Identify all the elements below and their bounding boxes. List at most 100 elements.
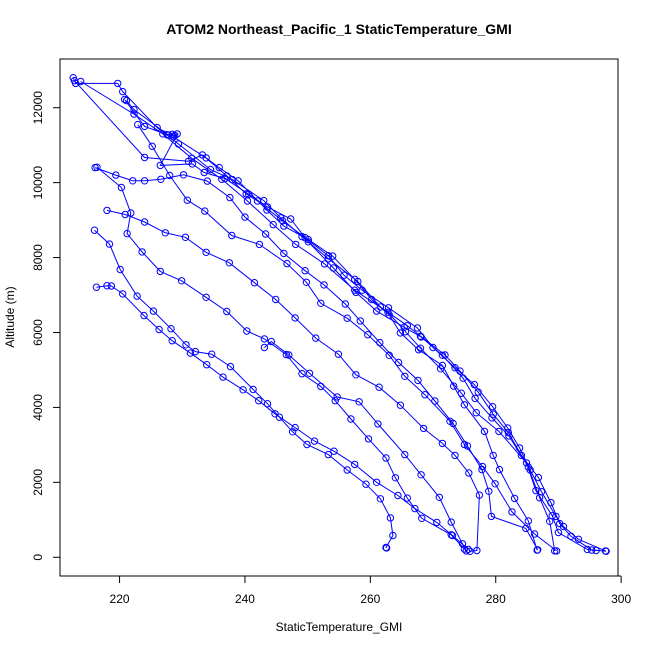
data-point xyxy=(471,394,479,403)
data-point xyxy=(242,190,250,198)
data-point xyxy=(530,530,539,538)
data-point xyxy=(92,283,101,291)
series-line xyxy=(74,80,606,552)
data-point xyxy=(188,160,197,168)
data-point xyxy=(448,531,457,540)
data-point xyxy=(372,307,381,315)
data-point xyxy=(401,450,409,459)
data-point xyxy=(208,350,216,358)
data-point xyxy=(298,370,306,378)
data-point xyxy=(583,545,591,554)
data-point xyxy=(219,373,227,381)
data-point xyxy=(138,248,146,256)
data-point xyxy=(431,397,439,405)
data-point xyxy=(389,531,397,540)
data-point xyxy=(382,454,390,462)
series-line xyxy=(96,166,465,550)
data-point xyxy=(140,218,149,226)
data-point xyxy=(505,432,513,440)
data-point xyxy=(312,334,320,342)
data-point xyxy=(534,546,542,554)
data-point xyxy=(504,424,512,432)
data-point xyxy=(364,331,372,339)
data-point xyxy=(157,175,165,184)
data-point xyxy=(129,177,137,185)
data-point xyxy=(508,508,516,516)
data-point xyxy=(317,299,325,307)
x-tick-label: 260 xyxy=(360,592,380,606)
chart-title: ATOM2 Northeast_Pacific_1 StaticTemperat… xyxy=(166,21,511,37)
series-line xyxy=(124,99,538,551)
data-point xyxy=(329,252,337,260)
data-point xyxy=(181,233,190,242)
data-point xyxy=(333,393,341,401)
data-point xyxy=(148,142,156,151)
y-tick-label: 0 xyxy=(31,554,45,561)
data-point xyxy=(574,535,583,543)
data-layer xyxy=(69,74,610,555)
data-point xyxy=(414,346,423,354)
data-point xyxy=(343,466,351,474)
data-point xyxy=(466,547,474,555)
data-point xyxy=(376,338,384,347)
data-point xyxy=(119,290,127,298)
data-point xyxy=(463,442,472,450)
data-point xyxy=(77,77,85,86)
data-point xyxy=(133,292,141,300)
data-point xyxy=(334,350,343,358)
series-line xyxy=(126,100,556,551)
data-point xyxy=(331,397,339,405)
data-point xyxy=(168,337,176,345)
data-point xyxy=(223,307,231,316)
x-axis-label: StaticTemperature_GMI xyxy=(276,620,403,634)
data-point xyxy=(301,267,309,275)
data-point xyxy=(186,349,195,357)
data-point xyxy=(438,361,447,370)
data-point xyxy=(462,547,470,555)
data-point xyxy=(433,518,441,527)
data-point xyxy=(149,307,158,315)
data-point xyxy=(103,206,111,215)
data-point xyxy=(414,376,422,385)
data-point xyxy=(280,249,288,258)
x-tick-label: 300 xyxy=(611,592,631,606)
data-point xyxy=(120,95,129,104)
data-point xyxy=(203,361,211,369)
data-point xyxy=(200,168,208,177)
data-point xyxy=(122,96,131,105)
data-point xyxy=(340,271,348,279)
data-point xyxy=(417,471,425,479)
profile-series xyxy=(260,337,470,555)
data-point xyxy=(310,437,319,445)
data-point xyxy=(182,341,190,349)
data-point xyxy=(117,183,126,192)
data-point xyxy=(419,424,428,433)
profile-series xyxy=(120,95,541,554)
data-point xyxy=(522,524,530,533)
data-point xyxy=(495,465,504,474)
data-point xyxy=(343,314,351,322)
data-point xyxy=(347,415,355,423)
data-point xyxy=(234,177,242,185)
y-tick-label: 6000 xyxy=(31,319,45,346)
data-point xyxy=(460,401,469,409)
data-point xyxy=(320,260,329,268)
data-point xyxy=(447,518,455,526)
data-point xyxy=(489,410,497,418)
data-point xyxy=(465,469,473,477)
data-point xyxy=(417,333,425,341)
data-point xyxy=(438,439,447,448)
data-point xyxy=(225,259,234,267)
data-point xyxy=(324,450,332,459)
series-line xyxy=(94,229,394,549)
profile-series xyxy=(103,206,484,555)
data-point xyxy=(488,414,496,422)
data-point xyxy=(374,420,382,428)
data-point xyxy=(552,547,561,555)
data-point xyxy=(241,213,249,221)
data-point xyxy=(260,343,269,352)
data-point xyxy=(396,401,405,409)
data-point xyxy=(155,325,163,334)
data-point xyxy=(362,480,370,488)
data-point xyxy=(261,230,270,238)
